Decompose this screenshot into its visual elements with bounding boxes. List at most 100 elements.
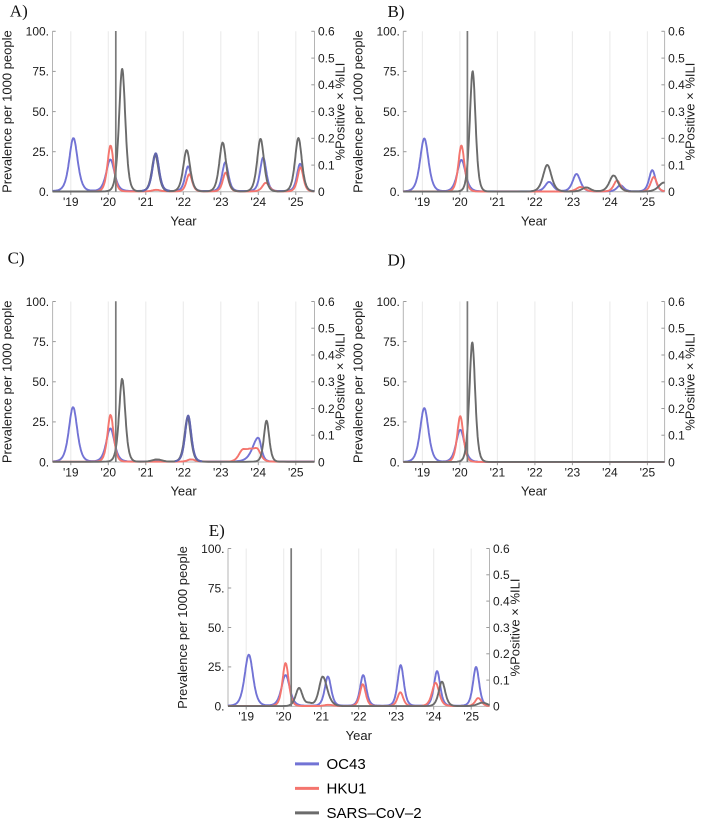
svg-text:'19: '19 [415, 465, 431, 479]
svg-text:'25: '25 [463, 710, 479, 724]
svg-text:0: 0 [668, 185, 675, 199]
svg-text:100.: 100. [26, 25, 49, 39]
svg-text:0.4: 0.4 [668, 348, 685, 362]
svg-text:25.: 25. [383, 415, 400, 429]
svg-text:'22: '22 [527, 465, 543, 479]
svg-text:'19: '19 [415, 195, 431, 209]
svg-text:Prevalence per 1000 people: Prevalence per 1000 people [350, 30, 365, 193]
svg-text:'25: '25 [640, 465, 656, 479]
svg-text:25.: 25. [32, 145, 49, 159]
svg-text:Prevalence per 1000 people: Prevalence per 1000 people [0, 300, 15, 463]
svg-text:25.: 25. [32, 415, 49, 429]
svg-text:0.3: 0.3 [318, 105, 335, 119]
svg-text:0.: 0. [214, 700, 224, 714]
svg-text:0.5: 0.5 [668, 322, 685, 336]
svg-text:0.5: 0.5 [318, 322, 335, 336]
svg-text:0.2: 0.2 [668, 402, 685, 416]
svg-text:50.: 50. [208, 621, 225, 635]
svg-text:0.4: 0.4 [318, 78, 335, 92]
svg-text:0: 0 [318, 185, 325, 199]
svg-text:'22: '22 [351, 710, 367, 724]
svg-text:Prevalence per 1000 people: Prevalence per 1000 people [350, 300, 365, 463]
svg-text:E): E) [209, 521, 225, 540]
svg-text:0.3: 0.3 [668, 105, 685, 119]
svg-text:0.6: 0.6 [668, 295, 685, 309]
svg-text:0.2: 0.2 [493, 647, 510, 661]
svg-text:100.: 100. [376, 295, 399, 309]
svg-text:0.1: 0.1 [493, 673, 510, 687]
svg-text:'20: '20 [276, 710, 292, 724]
svg-text:'23: '23 [388, 710, 404, 724]
svg-text:'20: '20 [100, 195, 116, 209]
svg-text:100.: 100. [201, 542, 224, 556]
svg-text:%Positive × %ILI: %Positive × %ILI [683, 63, 698, 161]
svg-text:'24: '24 [602, 465, 618, 479]
svg-text:'25: '25 [640, 195, 656, 209]
svg-text:Year: Year [170, 484, 197, 499]
svg-text:'21: '21 [490, 195, 506, 209]
svg-text:0.: 0. [390, 185, 400, 199]
svg-text:Year: Year [170, 214, 197, 229]
svg-text:'24: '24 [602, 195, 618, 209]
svg-text:HKU1: HKU1 [327, 780, 367, 797]
svg-text:0.2: 0.2 [668, 132, 685, 146]
svg-text:75.: 75. [208, 581, 225, 595]
svg-text:75.: 75. [32, 65, 49, 79]
svg-text:0.2: 0.2 [318, 402, 335, 416]
svg-text:75.: 75. [383, 65, 400, 79]
svg-text:0: 0 [493, 700, 500, 714]
svg-text:0: 0 [668, 455, 675, 469]
svg-text:0.3: 0.3 [318, 375, 335, 389]
svg-text:100.: 100. [26, 295, 49, 309]
svg-text:'19: '19 [63, 195, 79, 209]
svg-text:0.6: 0.6 [668, 25, 685, 39]
svg-text:0.5: 0.5 [493, 568, 510, 582]
svg-text:'22: '22 [175, 195, 191, 209]
svg-text:'23: '23 [565, 465, 581, 479]
svg-text:0.1: 0.1 [318, 429, 335, 443]
svg-text:%Positive × %ILI: %Positive × %ILI [333, 333, 348, 431]
svg-text:'21: '21 [490, 465, 506, 479]
svg-text:25.: 25. [208, 660, 225, 674]
svg-text:0.1: 0.1 [318, 158, 335, 172]
svg-text:0.1: 0.1 [668, 158, 685, 172]
svg-text:Prevalence per 1000 people: Prevalence per 1000 people [175, 546, 190, 709]
svg-text:0.2: 0.2 [318, 132, 335, 146]
svg-text:0.5: 0.5 [318, 51, 335, 65]
svg-text:0.5: 0.5 [668, 51, 685, 65]
svg-text:'22: '22 [175, 465, 191, 479]
svg-text:'20: '20 [452, 195, 468, 209]
svg-text:0.6: 0.6 [318, 295, 335, 309]
svg-text:0.6: 0.6 [493, 542, 510, 556]
svg-text:Year: Year [521, 484, 548, 499]
svg-text:100.: 100. [376, 25, 399, 39]
svg-text:0.: 0. [39, 185, 49, 199]
svg-text:0.3: 0.3 [493, 621, 510, 635]
svg-text:50.: 50. [32, 105, 49, 119]
svg-text:Year: Year [346, 728, 373, 743]
svg-text:'21: '21 [138, 195, 154, 209]
svg-text:50.: 50. [383, 375, 400, 389]
svg-text:'24: '24 [250, 195, 266, 209]
svg-text:0.4: 0.4 [668, 78, 685, 92]
svg-text:'20: '20 [100, 465, 116, 479]
svg-text:'20: '20 [452, 465, 468, 479]
svg-text:A): A) [10, 1, 28, 20]
svg-text:25.: 25. [383, 145, 400, 159]
svg-text:C): C) [8, 248, 25, 267]
svg-text:D): D) [388, 251, 406, 270]
svg-text:'21: '21 [138, 465, 154, 479]
svg-text:0: 0 [318, 455, 325, 469]
svg-text:75.: 75. [32, 335, 49, 349]
svg-text:50.: 50. [383, 105, 400, 119]
svg-text:%Positive × %ILI: %Positive × %ILI [683, 333, 698, 431]
svg-text:B): B) [388, 2, 405, 21]
svg-text:'24: '24 [426, 710, 442, 724]
svg-text:0.4: 0.4 [493, 594, 510, 608]
svg-text:'24: '24 [250, 465, 266, 479]
svg-text:SARS–CoV–2: SARS–CoV–2 [327, 805, 422, 822]
svg-text:'23: '23 [565, 195, 581, 209]
svg-text:50.: 50. [32, 375, 49, 389]
svg-text:0.3: 0.3 [668, 375, 685, 389]
svg-text:'22: '22 [527, 195, 543, 209]
